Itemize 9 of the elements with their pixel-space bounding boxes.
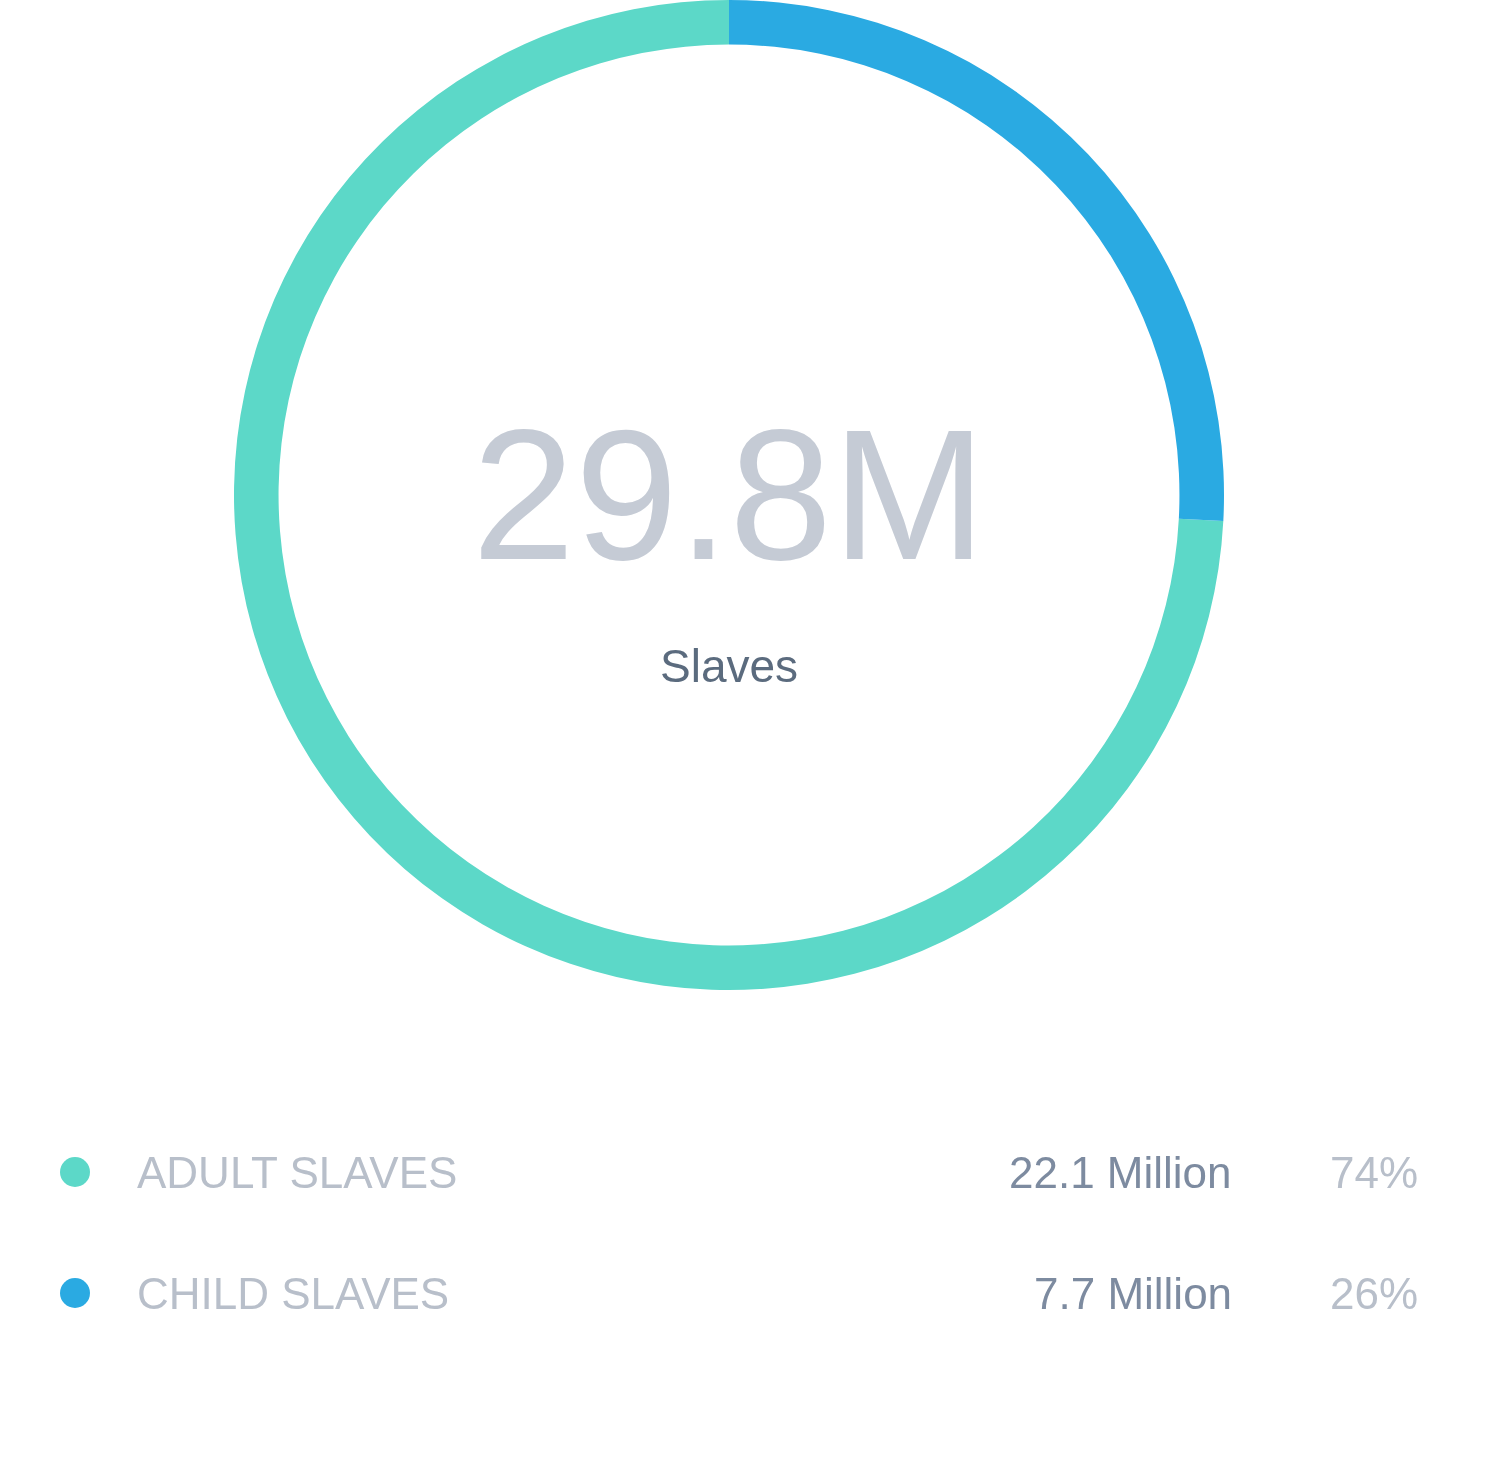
data-label: 22.1 Million	[1009, 1148, 1232, 1197]
text: 29.8M	[472, 392, 987, 598]
legend-label: ADULT SLAVES	[137, 1148, 458, 1197]
text: Slaves	[660, 640, 799, 692]
text: 26%	[1330, 1269, 1419, 1318]
legend-label: CHILD SLAVES	[137, 1269, 450, 1318]
donut-slice	[234, 0, 1224, 990]
text: 74%	[1330, 1148, 1419, 1197]
data-label: 7.7 Million	[1034, 1269, 1233, 1318]
